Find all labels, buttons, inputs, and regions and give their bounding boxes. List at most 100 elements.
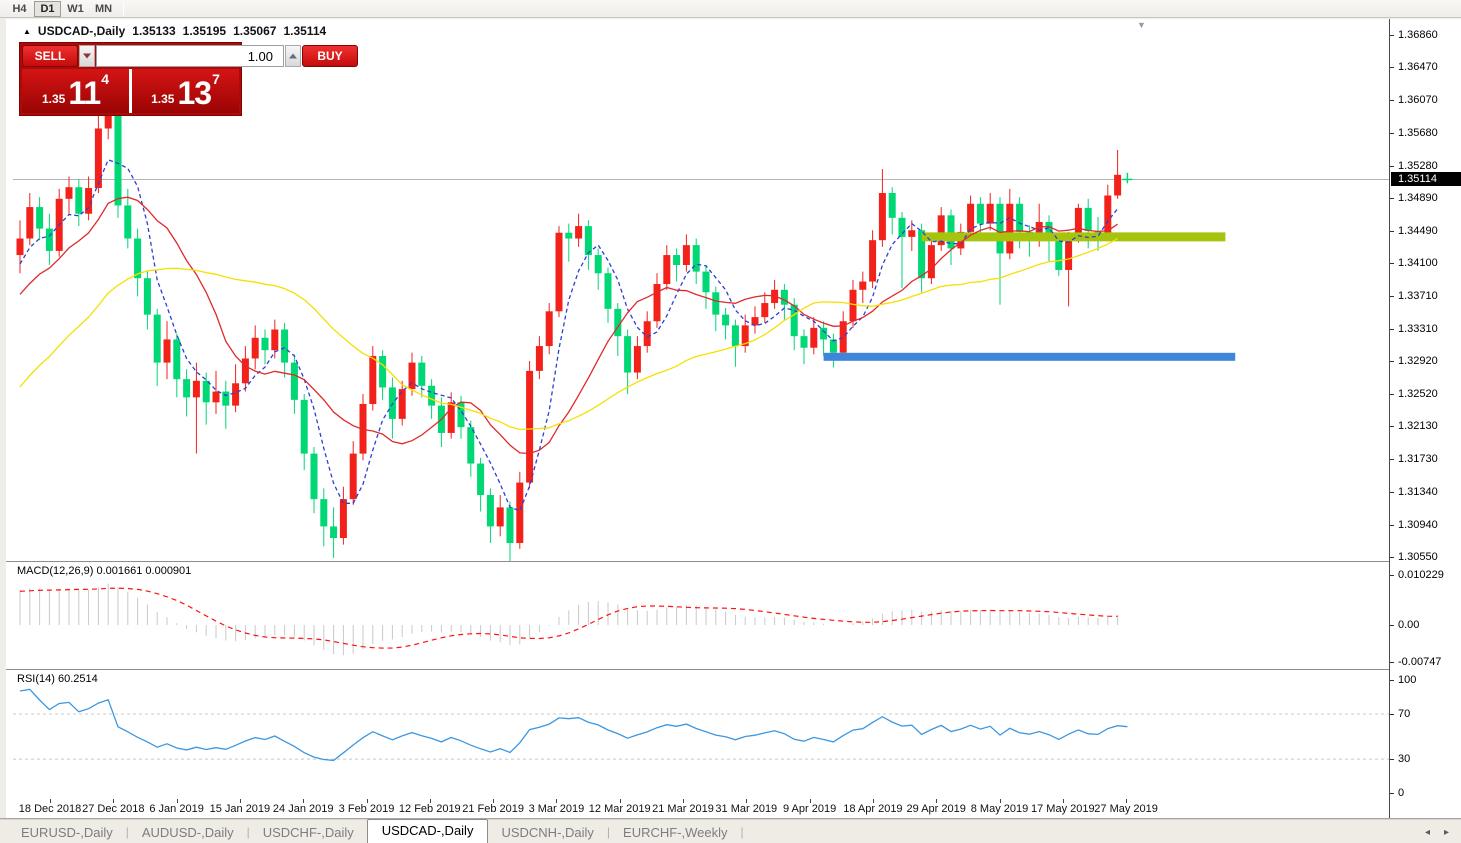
time-tick (1062, 799, 1064, 803)
sell-price-box[interactable]: 1.35 11 4 (22, 69, 129, 113)
time-label: 31 Mar 2019 (715, 803, 778, 815)
rsi-pane-plot (13, 688, 1389, 762)
time-label: 18 Apr 2019 (843, 803, 903, 815)
macd-label: MACD(12,26,9) 0.001661 0.000901 (17, 565, 192, 577)
time-tick (999, 799, 1001, 803)
toolbar-separator (123, 1, 124, 16)
pane-separator[interactable] (6, 669, 1461, 671)
time-label: 6 Jan 2019 (149, 803, 204, 815)
chart-tab-audusd[interactable]: AUDUSD-,Daily (141, 825, 234, 840)
current-price-marker: 1.35114 (1391, 172, 1461, 187)
tab-scroll-left-icon[interactable]: ◂ (1424, 827, 1430, 838)
time-label: 29 Apr 2019 (906, 803, 966, 815)
rsi-label: RSI(14) 60.2514 (17, 673, 98, 685)
chevron-down-icon (83, 53, 91, 59)
chart-title-high: 1.35195 (182, 24, 227, 38)
macd-signal-line (19, 587, 1118, 649)
time-label: 12 Feb 2019 (398, 803, 461, 815)
time-label: 24 Jan 2019 (272, 803, 334, 815)
volume-increase-button[interactable] (285, 45, 301, 67)
one-click-trading-panel: SELL BUY 1.35 11 4 1.35 13 (19, 42, 358, 116)
time-label: 9 Apr 2019 (782, 803, 837, 815)
chart-tab-usdcnh[interactable]: USDCNH-,Daily (501, 825, 594, 840)
buy-price-sup: 7 (212, 71, 220, 87)
sell-price-small: 1.35 (42, 92, 66, 106)
time-label: 17 May 2019 (1030, 803, 1095, 815)
time-label: 27 May 2019 (1094, 803, 1158, 815)
main-price-pane-plot (13, 53, 1389, 561)
tab-separator: | (606, 825, 611, 839)
timeframe-button-d1[interactable]: D1 (34, 0, 61, 17)
time-label: 8 May 2019 (970, 803, 1029, 815)
tab-scroll-arrows: ◂ ▸ (1425, 827, 1449, 838)
chevron-up-icon (289, 53, 297, 59)
time-label: 3 Mar 2019 (528, 803, 585, 815)
time-tick (429, 799, 431, 803)
time-tick (1126, 799, 1128, 803)
time-label: 27 Dec 2018 (82, 803, 145, 815)
timeframe-toolbar: H4 D1 W1 MN (0, 0, 1461, 18)
time-tick (303, 799, 305, 803)
buy-price-big: 13 (177, 75, 212, 111)
chart-shift-marker-icon[interactable]: ▼ (1137, 20, 1146, 30)
chart-tab-usdchf[interactable]: USDCHF-,Daily (262, 825, 354, 840)
time-label: 15 Jan 2019 (209, 803, 271, 815)
time-tick (683, 799, 684, 803)
time-tick (746, 799, 748, 803)
tab-separator: | (125, 825, 129, 839)
price-axis[interactable]: 1.36860 1.36470 1.36070 1.35680 1.35280 1.348… (1389, 19, 1461, 818)
ma-slow-yellow (19, 238, 1118, 431)
macd-pane[interactable]: MACD(12,26,9) 0.001661 0.000901 (13, 563, 1389, 669)
chart-area: ▲ USDCAD-,Daily 1.35133 1.35195 1.35067 … (0, 19, 1461, 819)
time-tick (113, 799, 115, 803)
price-box-divider (129, 69, 132, 113)
volume-decrease-button[interactable] (79, 45, 95, 67)
buy-button[interactable]: BUY (302, 45, 358, 67)
volume-input[interactable] (96, 45, 284, 67)
time-label: 3 Feb 2019 (338, 803, 395, 815)
time-tick (872, 799, 874, 803)
time-label: 21 Feb 2019 (462, 803, 524, 815)
time-tick (493, 799, 495, 803)
tab-scroll-right-icon[interactable]: ▸ (1443, 827, 1449, 838)
candles-layer (16, 53, 1122, 561)
timeframe-button-mn[interactable]: MN (94, 2, 113, 15)
time-axis[interactable]: 18 Dec 2018 27 Dec 2018 6 Jan 2019 15 Jan 2… (6, 799, 1389, 818)
chart-title: ▲ USDCAD-,Daily 1.35133 1.35195 1.35067 … (23, 24, 326, 38)
chart-tab-usdcad[interactable]: USDCAD-,Daily (366, 819, 489, 843)
time-tick (556, 799, 558, 803)
pane-separator[interactable] (6, 561, 1461, 563)
chart-title-symbol: USDCAD-,Daily (37, 24, 126, 38)
macd-pane-plot (19, 583, 1119, 656)
resistance-ray-green (921, 232, 1226, 242)
collapse-triangle-icon[interactable]: ▲ (23, 26, 31, 36)
sell-price-big: 11 (68, 75, 101, 111)
rsi-line (19, 688, 1128, 762)
chart-tab-eurchf[interactable]: EURCHF-,Weekly (623, 825, 728, 840)
chart-tab-eurusd[interactable]: EURUSD-,Daily (21, 825, 113, 840)
chart-tab-bar: EURUSD-,Daily | AUDUSD-,Daily | USDCHF-,Dail… (0, 819, 1461, 843)
timeframe-button-w1[interactable]: W1 (67, 2, 84, 15)
buy-price-small: 1.35 (151, 92, 175, 106)
tab-separator: | (740, 825, 744, 839)
buy-price-box[interactable]: 1.35 13 7 (132, 69, 239, 113)
time-tick (50, 799, 51, 803)
time-label: 18 Dec 2018 (18, 803, 82, 815)
time-tick (366, 799, 368, 803)
time-label: 12 Mar 2019 (588, 803, 651, 815)
tab-bar-groove (0, 818, 1461, 820)
sell-price-sup: 4 (101, 71, 109, 87)
time-tick (239, 799, 241, 803)
macd-histogram (19, 583, 1119, 656)
tab-separator: | (246, 825, 250, 839)
time-label: 21 Mar 2019 (652, 803, 714, 815)
rsi-pane[interactable]: RSI(14) 60.2514 (13, 671, 1389, 799)
chart-title-open: 1.35133 (132, 24, 176, 38)
ma-medium-red (19, 196, 1118, 455)
main-price-pane[interactable]: ▲ USDCAD-,Daily 1.35133 1.35195 1.35067 … (13, 19, 1389, 561)
timeframe-button-h4[interactable]: H4 (12, 2, 27, 15)
sell-button[interactable]: SELL (22, 45, 78, 67)
time-tick (936, 799, 938, 803)
chart-title-close: 1.35114 (283, 24, 327, 38)
